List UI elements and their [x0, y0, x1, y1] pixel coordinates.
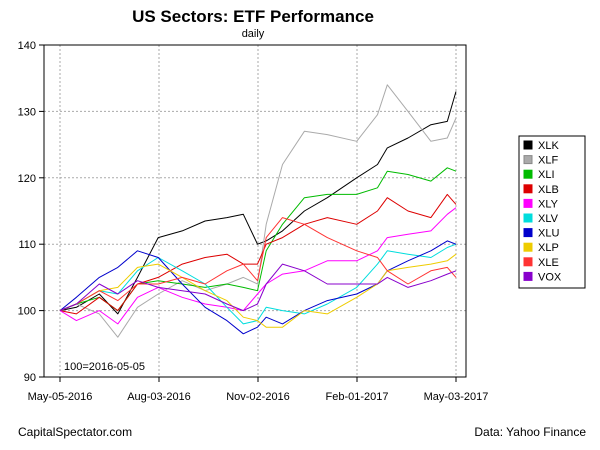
series-line-vox [59, 263, 457, 312]
x-tick-label: Nov-02-2016 [226, 391, 290, 403]
chart-subtitle: daily [242, 28, 265, 40]
plot-frame [43, 44, 467, 378]
y-tick-label: 120 [18, 173, 36, 185]
legend-swatch-vox [523, 271, 533, 281]
legend: XLK XLF XLI XLB XLY XLV XLU XLP XLE VOX [518, 135, 586, 289]
chart-title: US Sectors: ETF Performance [132, 7, 374, 26]
series-line-xlk [59, 91, 457, 315]
legend-label-xlb: XLB [538, 184, 559, 196]
legend-swatch-xlb [523, 184, 533, 194]
legend-swatch-xlu [523, 228, 533, 238]
legend-swatch-xlf [523, 155, 533, 165]
series-lines [59, 84, 457, 338]
legend-label-xli: XLI [538, 169, 555, 181]
series-line-xlv [59, 243, 457, 325]
legend-label-xle: XLE [538, 257, 559, 269]
grid [44, 45, 466, 377]
legend-swatch-xly [523, 198, 533, 208]
y-tick-label: 90 [24, 372, 36, 384]
y-tick-label: 100 [18, 306, 36, 318]
legend-swatch-xlp [523, 242, 533, 252]
legend-label-xlp: XLP [538, 242, 559, 254]
legend-label-vox: VOX [538, 271, 562, 283]
legend-label-xlu: XLU [538, 228, 559, 240]
x-tick-label: Aug-03-2016 [127, 391, 191, 403]
x-tick-label: Feb-01-2017 [326, 391, 389, 403]
series-line-xly [59, 207, 457, 325]
legend-label-xly: XLY [538, 198, 559, 210]
x-tick-label: May-03-2017 [424, 391, 489, 403]
series-line-xlb [59, 193, 457, 315]
legend-label-xlk: XLK [538, 140, 559, 152]
legend-swatch-xle [523, 257, 533, 267]
legend-swatch-xlv [523, 213, 533, 223]
series-line-xlu [59, 240, 457, 335]
data-source: Data: Yahoo Finance [474, 425, 586, 439]
legend-swatch-xlk [523, 140, 533, 150]
axes: May-05-2016 Aug-03-2016 Nov-02-2016 Feb-01-… [18, 40, 489, 403]
base-annotation: 100=2016-05-05 [64, 361, 145, 373]
y-tick-label: 130 [18, 106, 36, 118]
series-line-xlp [59, 253, 457, 328]
series-line-xle [59, 217, 457, 312]
legend-label-xlf: XLF [538, 155, 558, 167]
legend-label-xlv: XLV [538, 213, 559, 225]
source-credit: CapitalSpectator.com [18, 425, 133, 439]
y-tick-label: 110 [18, 239, 36, 251]
x-tick-label: May-05-2016 [28, 391, 93, 403]
legend-swatch-xli [523, 169, 533, 179]
y-tick-label: 140 [18, 40, 36, 52]
